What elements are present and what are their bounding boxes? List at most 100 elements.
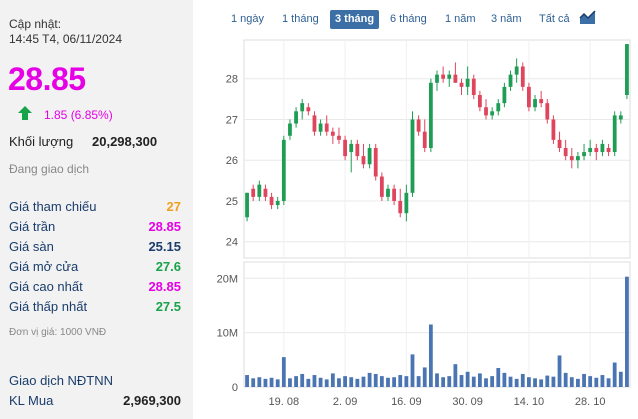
- tab-1-year[interactable]: 1 năm: [445, 13, 476, 25]
- volume-bar: [447, 376, 452, 387]
- volume-bar: [600, 375, 605, 387]
- volume-bar: [625, 276, 629, 387]
- volume-bar: [386, 377, 390, 387]
- price-tick-label: 26: [226, 155, 238, 167]
- candle-body: [398, 200, 403, 214]
- candle-body: [545, 103, 550, 120]
- volume-bar: [471, 376, 476, 387]
- candle-body: [330, 131, 335, 136]
- candle-body: [465, 78, 470, 87]
- x-tick-label: 28. 10: [575, 396, 606, 408]
- candle-body: [441, 74, 446, 79]
- candle-body: [594, 147, 599, 153]
- candle-body: [618, 115, 623, 120]
- current-price: 28.85: [8, 61, 86, 97]
- volume-tick-label: 10M: [217, 328, 238, 340]
- buy-volume-label: KL Mua: [9, 393, 54, 408]
- area-chart-icon[interactable]: [579, 9, 596, 25]
- volume-bar: [355, 378, 360, 387]
- candle-body: [392, 188, 397, 201]
- tab-3-months[interactable]: 3 tháng: [330, 10, 380, 29]
- low-price-value: 27.5: [155, 299, 181, 314]
- volume-bar: [398, 375, 403, 387]
- open-price-value: 27.6: [155, 259, 181, 274]
- candle-body: [612, 115, 617, 153]
- x-tick-label: 19. 08: [269, 396, 300, 408]
- volume-bar: [263, 378, 268, 387]
- volume-bar: [281, 357, 286, 387]
- candle-body: [410, 119, 415, 193]
- volume-label: Khối lượng: [9, 134, 74, 149]
- volume-bar: [318, 377, 323, 387]
- candle-body: [539, 99, 544, 104]
- candle-body: [404, 192, 409, 214]
- volume-bar: [392, 377, 397, 387]
- low-price-label: Giá thấp nhất: [9, 299, 88, 314]
- candle-body: [367, 147, 372, 165]
- tab-1-month[interactable]: 1 tháng: [282, 13, 319, 25]
- candle-body: [527, 86, 531, 108]
- candle-body: [300, 103, 305, 112]
- candle-body: [312, 115, 317, 132]
- volume-bar: [453, 364, 458, 387]
- candle-body: [324, 123, 329, 132]
- volume-bar: [379, 376, 384, 387]
- tab-1-day[interactable]: 1 ngày: [231, 13, 265, 25]
- volume-bar: [349, 377, 354, 387]
- volume-bar: [612, 362, 617, 387]
- ceiling-price-label: Giá trần: [9, 219, 56, 234]
- candle-body: [563, 147, 568, 157]
- volume-bar: [416, 376, 421, 387]
- volume-bar: [361, 376, 366, 387]
- candle-body: [453, 74, 458, 83]
- price-change: 1.85 (6.85%): [44, 108, 113, 122]
- volume-bar: [520, 373, 525, 387]
- volume-value: 20,298,300: [92, 134, 158, 149]
- volume-bar: [557, 355, 562, 387]
- foreign-trading-title: Giao dịch NĐTNN: [9, 373, 114, 388]
- volume-bar: [251, 378, 256, 387]
- tab-3-years[interactable]: 3 năm: [491, 13, 522, 25]
- volume-bar: [294, 376, 298, 387]
- candle-body: [520, 66, 525, 87]
- floor-price-value: 25.15: [148, 239, 181, 254]
- candle-body: [600, 143, 605, 153]
- candle-body: [257, 184, 262, 197]
- volume-bar: [588, 376, 593, 387]
- candle-body: [306, 107, 311, 112]
- trading-status: Đang giao dịch: [9, 162, 90, 176]
- candle-body: [361, 156, 366, 165]
- volume-bar: [484, 378, 488, 387]
- candle-body: [569, 156, 574, 161]
- candle-body: [447, 74, 452, 79]
- price-tick-label: 27: [226, 114, 238, 126]
- volume-bar: [576, 378, 580, 387]
- candle-body: [459, 82, 464, 87]
- candle-body: [275, 200, 280, 206]
- x-tick-label: 30. 09: [452, 396, 483, 408]
- candle-body: [386, 188, 390, 197]
- arrow-up-icon: [18, 106, 32, 120]
- candle-body: [502, 86, 507, 104]
- price-tick-label: 28: [226, 74, 238, 86]
- tab-all[interactable]: Tất cả: [539, 13, 570, 25]
- volume-bar: [300, 373, 305, 387]
- volume-bar: [257, 377, 262, 387]
- candle-body: [294, 111, 298, 124]
- volume-bar: [275, 379, 280, 387]
- volume-bar: [465, 371, 470, 387]
- x-tick-label: 2. 09: [333, 396, 357, 408]
- volume-bar: [324, 379, 329, 387]
- stock-info-panel: Cập nhật: 14:45 T4, 06/11/2024 28.85 1.8…: [0, 0, 193, 419]
- candle-body: [625, 44, 629, 96]
- updated-label: Cập nhật:: [9, 17, 62, 31]
- volume-bar: [502, 372, 507, 387]
- high-price-label: Giá cao nhất: [9, 279, 83, 294]
- open-price-label: Giá mở cửa: [9, 259, 79, 274]
- price-tick-label: 24: [226, 237, 238, 249]
- volume-bar: [477, 373, 482, 387]
- tab-6-months[interactable]: 6 tháng: [390, 13, 427, 25]
- volume-bar: [618, 371, 623, 387]
- candle-body: [263, 188, 268, 197]
